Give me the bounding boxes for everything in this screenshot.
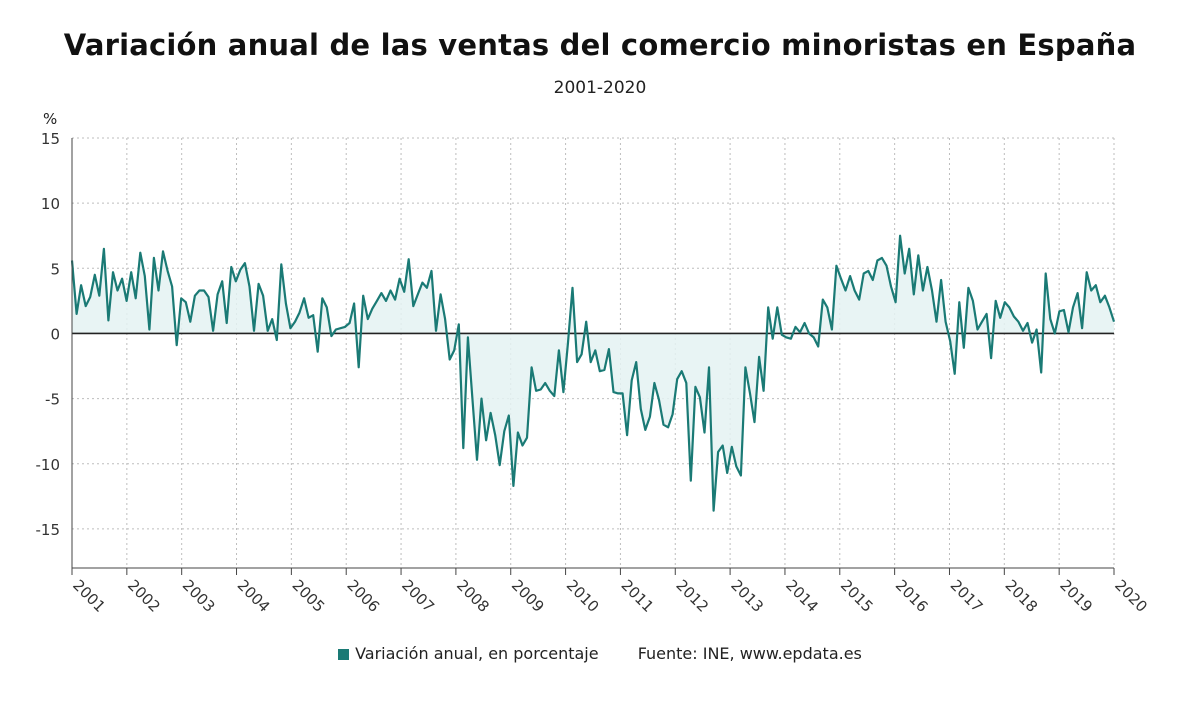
source-note: Fuente: INE, www.epdata.es [637,644,862,663]
x-tick-label: 2019 [1056,576,1096,616]
legend: Variación anual, en porcentaje Fuente: I… [0,644,1200,663]
x-tick-label: 2012 [672,576,712,616]
x-tick-label: 2009 [508,576,548,616]
chart-subtitle: 2001-2020 [553,78,647,98]
x-tick-label: 2001 [69,576,109,616]
y-tick-label: 0 [50,325,60,343]
x-tick-label: 2011 [618,576,658,616]
x-tick-label: 2018 [1001,576,1041,616]
y-tick-label: -5 [45,391,60,409]
x-tick-label: 2010 [563,576,603,616]
x-tick-label: 2006 [343,576,383,616]
x-tick-label: 2005 [289,576,329,616]
series-line [70,234,1116,512]
x-tick-label: 2016 [892,576,932,616]
x-tick-label: 2014 [782,576,822,616]
y-tick-label: -10 [36,456,61,474]
x-tick-label: 2003 [179,576,219,616]
series-area-fill [72,235,1114,511]
y-tick-label: -15 [36,521,61,539]
x-tick-label: 2017 [947,576,987,616]
x-tick-label: 2008 [453,576,493,616]
x-tick-label: 2002 [124,576,164,616]
y-tick-label: 5 [50,260,60,278]
x-tick-label: 2015 [837,576,877,616]
y-axis-label: % [43,110,57,128]
legend-label: Variación anual, en porcentaje [355,644,599,663]
legend-swatch [338,649,350,660]
x-tick-label: 2020 [1111,576,1151,616]
y-tick-label: 15 [41,130,60,148]
x-tick-label: 2013 [727,576,767,616]
chart-title: Variación anual de las ventas del comerc… [63,28,1137,62]
data-points [71,235,1115,512]
x-tick-label: 2004 [234,576,274,616]
y-tick-label: 10 [41,195,60,213]
x-tick-label: 2007 [398,576,438,616]
